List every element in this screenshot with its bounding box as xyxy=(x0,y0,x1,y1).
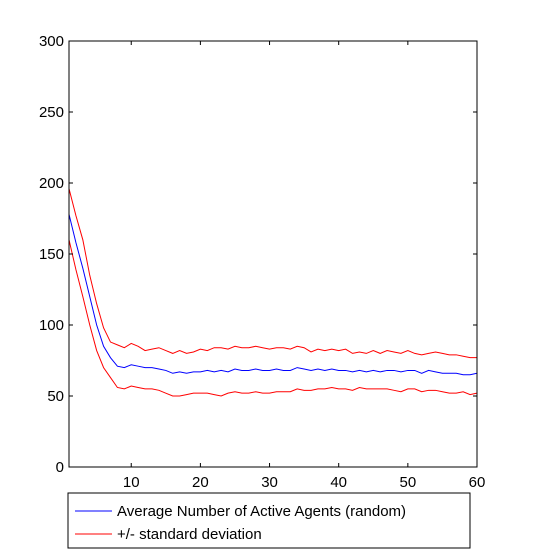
y-tick-label: 0 xyxy=(56,459,64,476)
x-tick-label: 30 xyxy=(261,474,278,491)
legend-label-std: +/- standard deviation xyxy=(117,526,262,543)
series-layer xyxy=(68,188,478,397)
x-tick-label: 60 xyxy=(469,474,486,491)
y-tick-label: 300 xyxy=(39,33,64,50)
x-tick-label: 20 xyxy=(192,474,209,491)
axis-layer: 10 20 30 40 50 60 0 50 100 150 200 250 300 xyxy=(39,33,485,491)
legend-label-average: Average Number of Active Agents (random) xyxy=(117,503,406,520)
y-tick-label: 50 xyxy=(47,388,64,405)
x-tick-label: 10 xyxy=(123,474,140,491)
y-tick-label: 250 xyxy=(39,104,64,121)
y-tick-label: 150 xyxy=(39,246,64,263)
series-line-std-lower xyxy=(68,239,478,397)
legend: Average Number of Active Agents (random)… xyxy=(67,492,471,549)
y-tick-label: 200 xyxy=(39,175,64,192)
x-tick-label: 50 xyxy=(400,474,417,491)
series-line-std-upper xyxy=(68,188,477,359)
y-tick-label: 100 xyxy=(39,317,64,334)
series-line-average xyxy=(68,214,478,376)
x-tick-label: 40 xyxy=(330,474,347,491)
legend-box xyxy=(67,492,471,549)
